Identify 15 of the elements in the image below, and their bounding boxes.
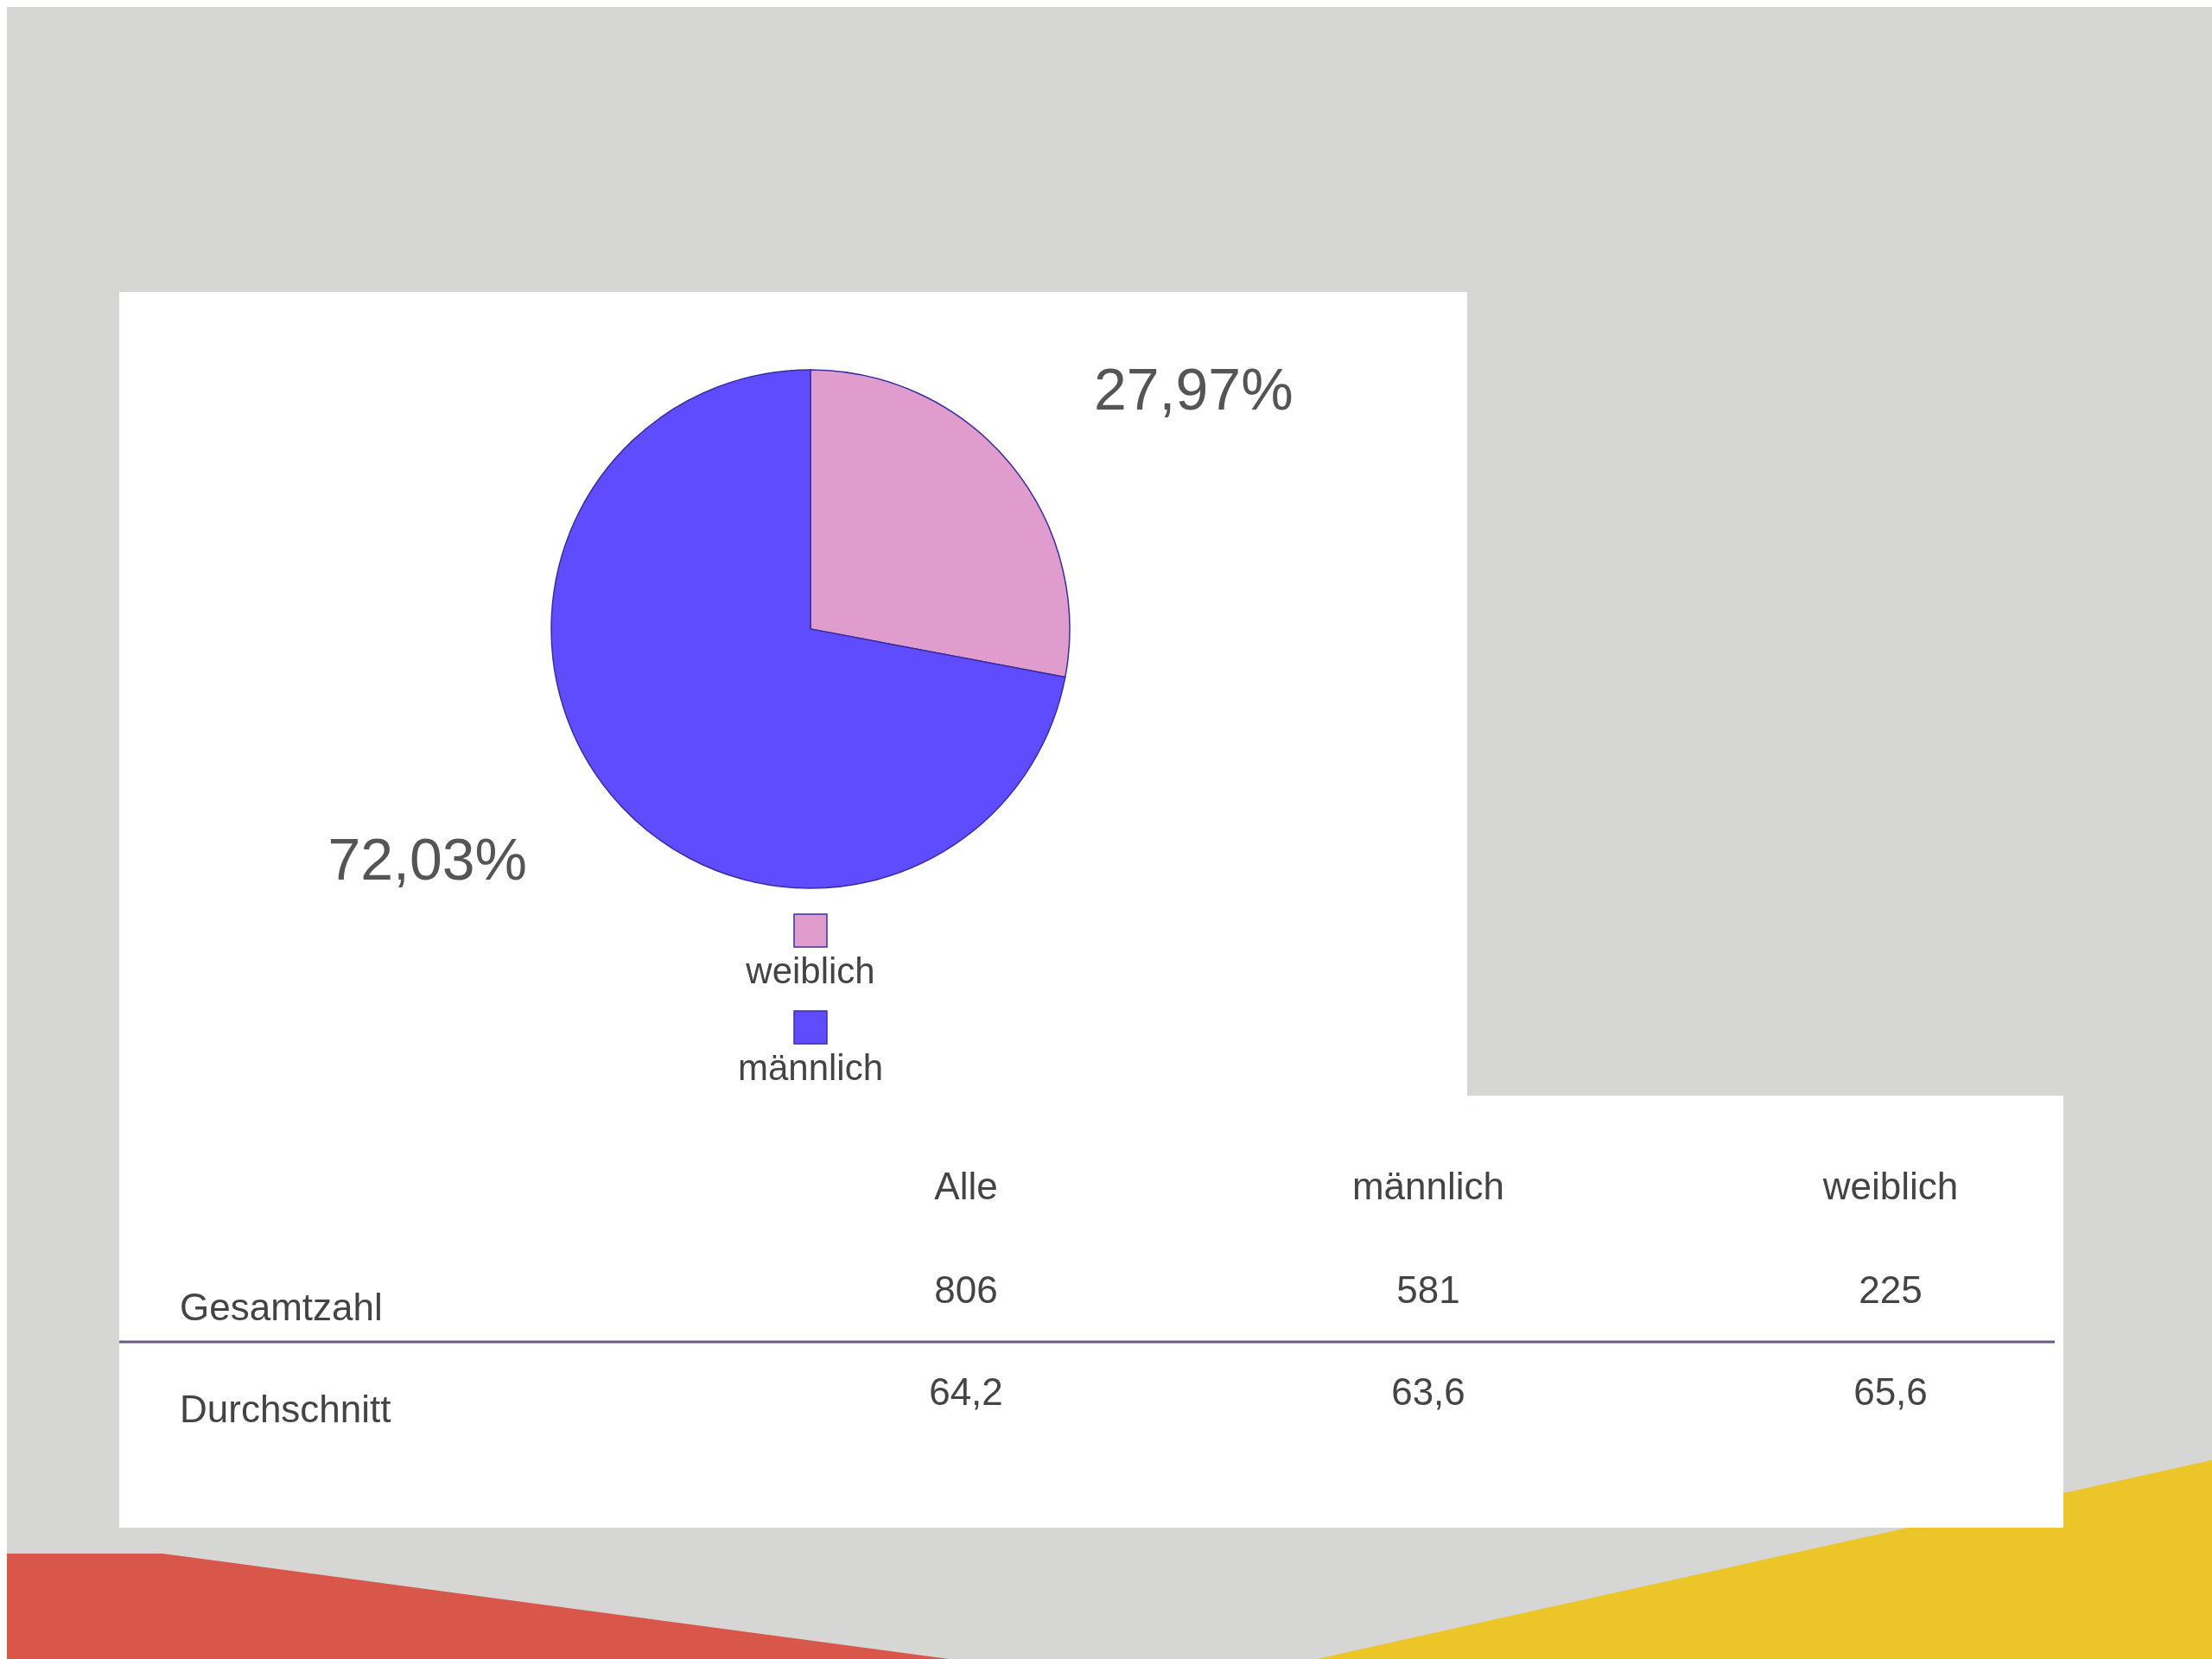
legend-label: männlich [737, 1047, 884, 1088]
data-label: 72,03% [327, 825, 528, 892]
legend-label: weiblich [745, 950, 875, 991]
data-label: 806 [934, 1268, 998, 1311]
data-label: 581 [1396, 1268, 1460, 1311]
data-label: 64,2 [929, 1370, 1003, 1413]
series-label: Gesamtzahl [180, 1286, 383, 1328]
data-label: 27,97% [1093, 356, 1294, 423]
category-label: männlich [1351, 1165, 1505, 1207]
category-label: weiblich [1821, 1165, 1959, 1207]
data-label: 65,6 [1853, 1370, 1928, 1413]
text: Durchschnitt [180, 1388, 391, 1430]
category-label: Alle [934, 1165, 998, 1207]
data-label: 63,6 [1391, 1370, 1465, 1413]
data-label: 225 [1859, 1268, 1923, 1311]
